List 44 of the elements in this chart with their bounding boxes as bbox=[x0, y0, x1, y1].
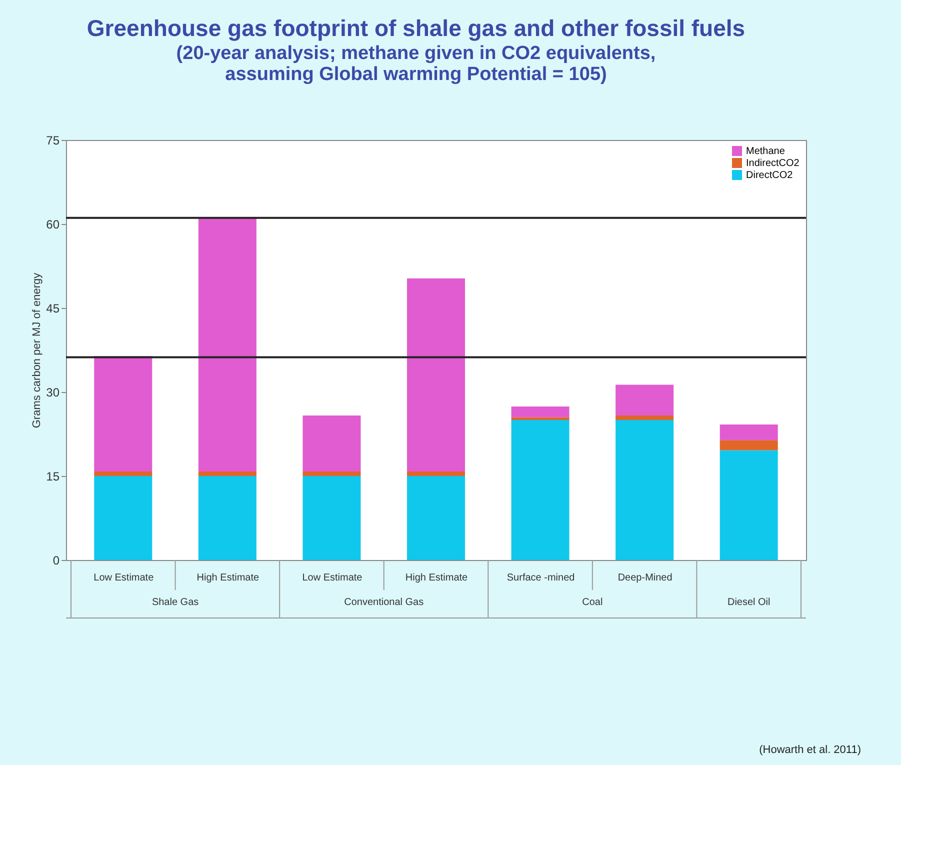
y-tick-label: 15 bbox=[46, 470, 60, 484]
chart-subtitle: (20-year analysis; methane given in CO2 equivalents, assuming Global warming Potential = 105) bbox=[176, 43, 656, 85]
bar bbox=[198, 472, 256, 476]
bar bbox=[511, 420, 570, 560]
bar bbox=[407, 278, 465, 472]
bar bbox=[720, 424, 778, 440]
bar bbox=[511, 417, 570, 420]
bar bbox=[511, 406, 570, 418]
bar bbox=[94, 356, 152, 472]
text: Shale Gas bbox=[152, 597, 199, 608]
x-tick-label: Low Estimate bbox=[94, 572, 154, 584]
bar bbox=[302, 416, 361, 472]
x-tick-label: Deep-Mined bbox=[618, 572, 672, 584]
y-tick-label: 75 bbox=[46, 134, 60, 148]
legend-label: Methane bbox=[746, 146, 786, 157]
text: (Howarth et al. 2011) bbox=[759, 744, 861, 756]
bar bbox=[616, 384, 674, 416]
bar bbox=[302, 476, 361, 560]
y-axis-title: Grams carbon per MJ of energy bbox=[31, 272, 44, 428]
bar bbox=[198, 218, 256, 472]
legend-label: IndirectCO2 bbox=[746, 158, 800, 169]
legend-label: DirectCO2 bbox=[746, 170, 794, 181]
bar bbox=[302, 472, 361, 476]
text: Diesel Oil bbox=[727, 597, 770, 608]
y-tick-label: 60 bbox=[46, 218, 60, 232]
bar bbox=[94, 476, 152, 560]
x-tick-label: High Estimate bbox=[405, 572, 468, 584]
bar bbox=[720, 440, 778, 450]
bar bbox=[616, 420, 674, 560]
x-tick-label: Low Estimate bbox=[302, 572, 363, 584]
x-tick-label: Surface -mined bbox=[506, 572, 575, 584]
bar bbox=[616, 416, 674, 420]
text: Coal bbox=[582, 597, 603, 608]
bar bbox=[198, 476, 256, 560]
text: Conventional Gas bbox=[344, 597, 424, 608]
y-tick-label: 45 bbox=[46, 302, 60, 316]
y-tick-label: 30 bbox=[46, 386, 60, 400]
bar bbox=[94, 472, 152, 476]
bar bbox=[720, 450, 778, 560]
x-tick-label: High Estimate bbox=[196, 572, 260, 584]
bar bbox=[407, 472, 465, 476]
y-tick-label: 0 bbox=[52, 554, 60, 568]
chart-title: Greenhouse gas footprint of shale gas and other fossil fuels bbox=[86, 15, 746, 41]
bar bbox=[407, 476, 465, 560]
